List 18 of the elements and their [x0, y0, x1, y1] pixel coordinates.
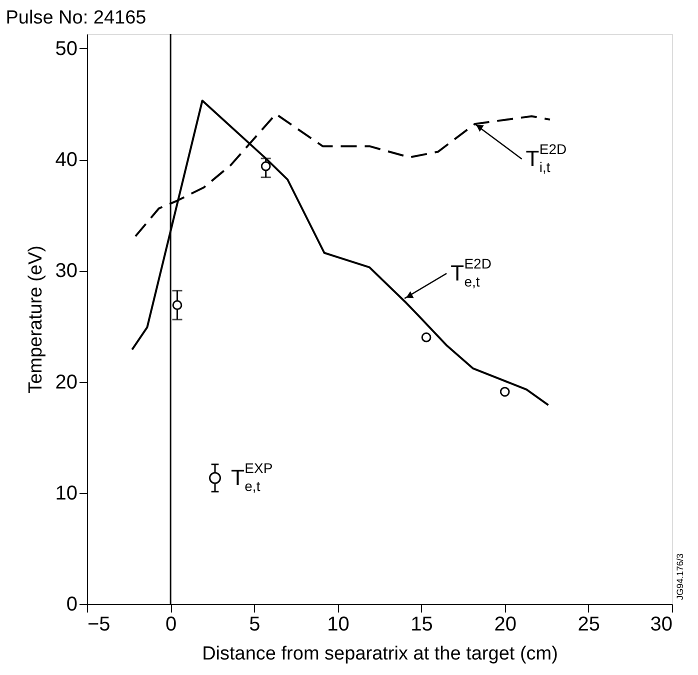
y-tick-label: 0: [66, 594, 78, 616]
y-tick-label: 10: [55, 482, 78, 504]
x-tick-label: 10: [327, 614, 350, 636]
x-tick-label: 5: [249, 614, 260, 636]
y-tick-label: 50: [55, 38, 78, 60]
y-tick-label: 20: [55, 371, 78, 394]
y-tick-label: 40: [55, 149, 78, 172]
x-tick-label: 15: [410, 614, 433, 636]
x-tick-label: 30: [650, 614, 672, 636]
x-axis-title: Distance from separatrix at the target (cm): [202, 644, 558, 664]
text: JG94.176/3: [675, 553, 685, 600]
x-tick-label: 0: [166, 614, 177, 636]
y-axis-title: Temperature (eV): [25, 246, 46, 394]
x-tick-label: −5: [88, 614, 110, 636]
y-tick-label: 30: [55, 260, 78, 282]
chart-title: Pulse No: 24165: [6, 7, 146, 28]
x-tick-label: 20: [494, 614, 516, 636]
x-tick-label: 25: [578, 614, 600, 636]
